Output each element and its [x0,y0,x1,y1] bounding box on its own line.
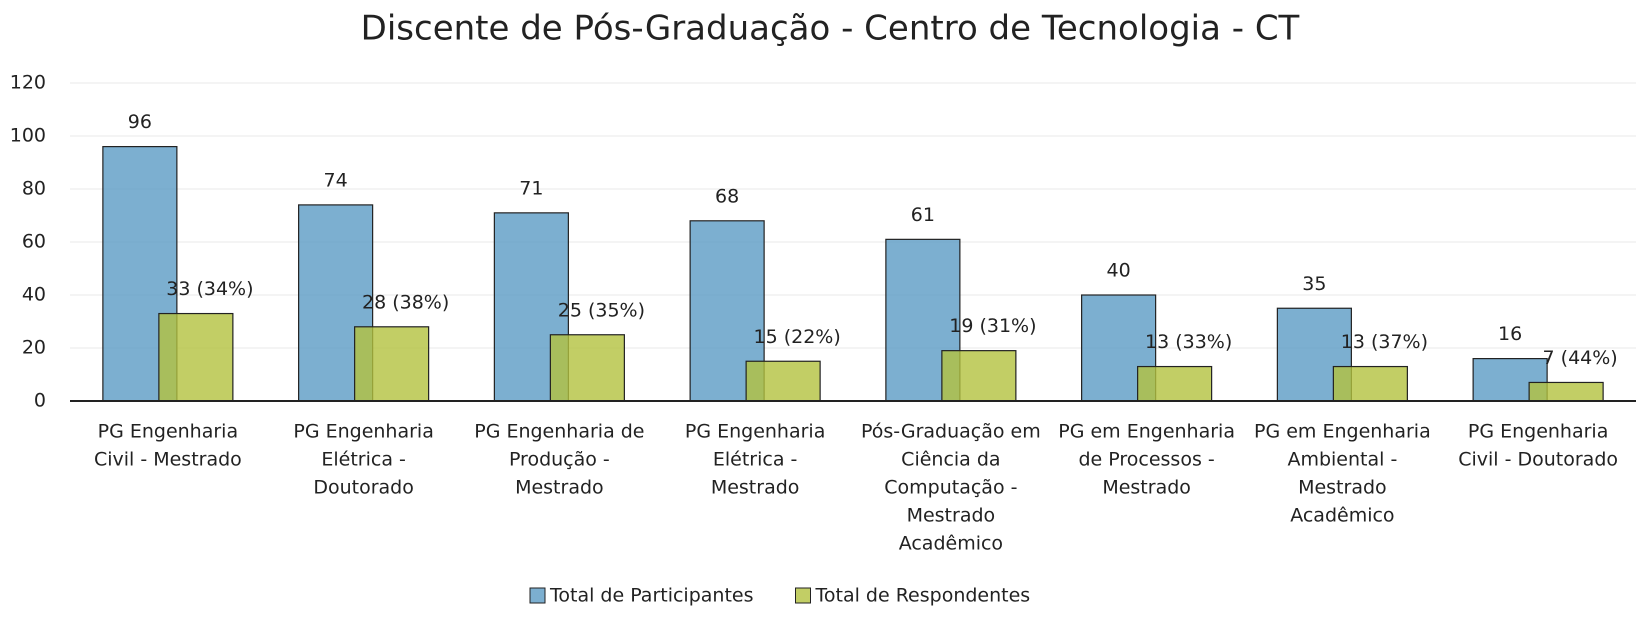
data-label: 96 [128,111,152,133]
data-label: 15 (22%) [753,326,840,348]
x-tick-label: de Processos - [1078,449,1214,471]
bar [1332,365,1408,402]
y-tick-label: 120 [10,72,46,94]
x-tick-label: PG Engenharia [1468,421,1608,443]
x-tick-label: Ambiental - [1287,449,1397,471]
x-tick-label: PG Engenharia [293,421,433,443]
data-label: 33 (34%) [166,278,253,300]
x-tick-label: PG Engenharia [685,421,825,443]
data-label: 68 [715,185,739,207]
data-label: 74 [324,169,348,191]
x-tick-label: Pós-Graduação em [861,421,1041,443]
x-tick-label: Computação - [884,477,1017,499]
data-label: 28 (38%) [362,291,449,313]
x-tick-label: Ciência da [901,449,1000,471]
data-label: 61 [911,204,935,226]
data-label: 7 (44%) [1543,347,1618,369]
bar [549,334,625,402]
y-tick-label: 0 [34,390,46,412]
legend-swatch [795,587,811,604]
bar [1528,381,1604,402]
x-tick-label: Doutorado [313,477,414,499]
y-tick-label: 80 [22,178,46,200]
y-tick-label: 40 [22,284,46,306]
bar [158,312,234,402]
y-tick-label: 100 [10,125,46,147]
x-tick-label: PG Engenharia de [474,421,644,443]
legend-swatch [529,587,546,604]
x-tick-label: Mestrado [907,505,996,527]
x-tick-label: Elétrica - [713,449,798,471]
x-tick-label: Civil - Doutorado [1458,449,1618,471]
x-tick-label: Mestrado [1102,477,1191,499]
x-tick-label: Mestrado [1298,477,1387,499]
data-label: 35 [1302,273,1326,295]
bar [745,360,821,402]
data-label: 40 [1107,260,1131,282]
y-tick-label: 60 [22,231,46,253]
bar [941,350,1017,402]
x-tick-label: Mestrado [515,477,604,499]
bar [1137,365,1213,402]
legend-label: Total de Respondentes [815,585,1031,607]
x-tick-label: Elétrica - [321,449,406,471]
x-tick-label: Acadêmico [899,533,1003,555]
bar [354,326,430,402]
legend-label: Total de Participantes [549,585,754,607]
x-tick-label: PG Engenharia [98,421,238,443]
data-label: 16 [1498,323,1522,345]
y-tick-label: 20 [22,337,46,359]
data-label: 13 (33%) [1145,331,1232,353]
chart-title: Discente de Pós-Graduação - Centro de Te… [361,9,1300,49]
x-tick-label: Civil - Mestrado [94,449,242,471]
x-tick-label: PG em Engenharia [1254,421,1431,443]
data-label: 19 (31%) [949,315,1036,337]
data-label: 25 (35%) [558,299,645,321]
data-label: 71 [519,177,543,199]
x-tick-label: PG em Engenharia [1058,421,1235,443]
data-label: 13 (37%) [1341,331,1428,353]
x-tick-label: Mestrado [711,477,800,499]
x-tick-label: Acadêmico [1290,505,1394,527]
x-tick-label: Produção - [509,449,610,471]
